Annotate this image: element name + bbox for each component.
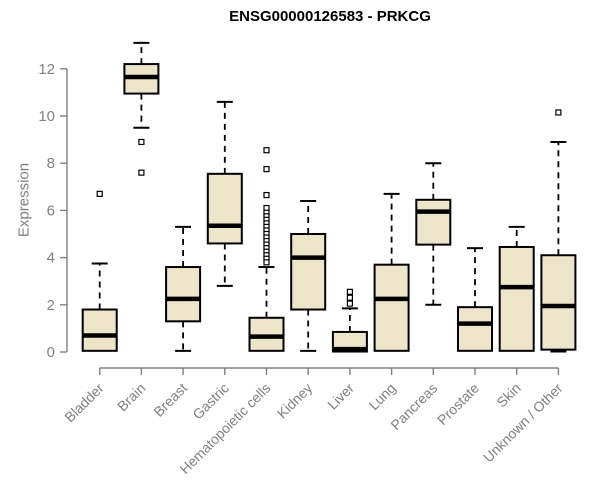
boxplot-unknown-other (540, 109, 577, 353)
boxplot-hematopoietic-cells (248, 147, 285, 352)
iqr-box (540, 254, 577, 351)
x-tick-label-liver: Liver (324, 380, 357, 413)
iqr-box (457, 306, 493, 352)
iqr-box (290, 233, 327, 311)
boxplot-skin (498, 225, 535, 352)
y-tick-label: 2 (47, 297, 55, 314)
outlier-point (263, 147, 270, 154)
iqr-box (206, 172, 243, 245)
outlier-point (138, 169, 145, 176)
iqr-box (415, 198, 452, 246)
outlier-point (555, 109, 562, 116)
boxplot-bladder (81, 190, 118, 352)
boxplot-pancreas (415, 162, 452, 306)
outlier-point (263, 259, 270, 266)
outlier-point (263, 166, 270, 173)
x-tick-label-breast: Breast (150, 380, 190, 420)
y-tick-label: 10 (38, 108, 55, 125)
x-tick-label-kidney: Kidney (274, 380, 316, 422)
x-tick-label-prostate: Prostate (434, 380, 482, 428)
x-tick-label-skin: Skin (493, 380, 524, 411)
outlier-point (96, 190, 103, 197)
outlier-point (346, 300, 353, 307)
boxplot-gastric (206, 100, 243, 287)
y-tick-label: 4 (47, 250, 55, 267)
iqr-box (373, 263, 410, 352)
outlier-point (346, 294, 353, 301)
iqr-box (165, 266, 202, 323)
x-tick-label-brain: Brain (114, 380, 148, 414)
y-tick-label: 12 (38, 61, 55, 78)
x-tick-label-unknown-other: Unknown / Other (480, 380, 566, 466)
boxplot-brain (123, 41, 160, 176)
boxplot-liver (331, 288, 368, 353)
y-tick-label: 6 (47, 202, 55, 219)
y-tick-label: 0 (47, 344, 55, 361)
boxplot-kidney (290, 199, 327, 352)
iqr-box (248, 316, 285, 352)
outlier-point (263, 191, 270, 199)
outlier-point (138, 138, 145, 146)
outlier-point (346, 288, 353, 295)
iqr-box (81, 308, 118, 352)
boxplot-prostate (457, 247, 493, 352)
boxplot-breast (165, 225, 202, 352)
y-tick-label: 8 (47, 155, 55, 172)
x-tick-label-bladder: Bladder (61, 380, 107, 426)
iqr-box (498, 245, 535, 352)
iqr-box (331, 330, 368, 353)
x-tick-label-lung: Lung (365, 380, 398, 413)
boxplot-lung (373, 192, 410, 352)
chart-title: ENSG00000126583 - PRKCG (229, 8, 431, 25)
